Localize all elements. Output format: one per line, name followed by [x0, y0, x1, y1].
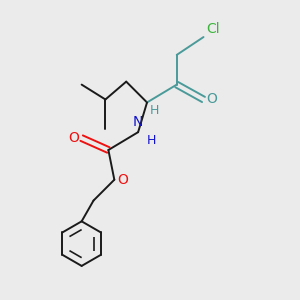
Text: Cl: Cl: [206, 22, 220, 36]
Text: H: H: [147, 134, 156, 147]
Text: O: O: [117, 173, 128, 187]
Text: O: O: [206, 92, 217, 106]
Text: H: H: [150, 104, 159, 117]
Text: N: N: [133, 115, 143, 129]
Text: O: O: [68, 131, 79, 145]
